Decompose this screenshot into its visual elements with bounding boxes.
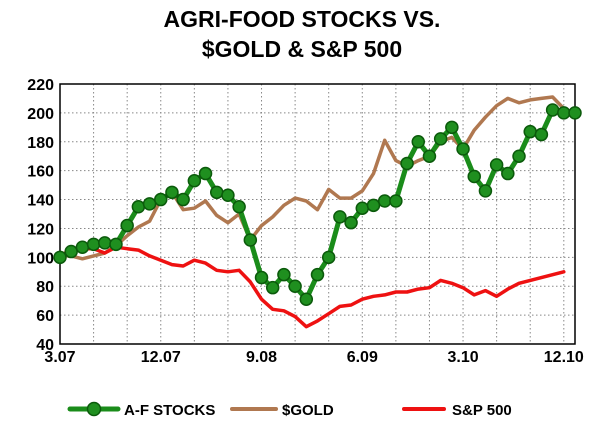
data-point [389, 194, 403, 208]
chart-title-line-2: $GOLD & S&P 500 [202, 36, 402, 62]
data-point [131, 200, 146, 214]
data-point [221, 188, 235, 202]
data-point [254, 270, 269, 285]
data-point [523, 124, 537, 139]
x-tick-label: 6.09 [347, 349, 378, 366]
x-tick-label: 12.10 [544, 349, 584, 366]
data-point [243, 233, 258, 247]
y-tick-label: 120 [27, 221, 54, 238]
plot-background [60, 84, 575, 344]
y-tick-label: 140 [27, 193, 54, 210]
data-point [265, 280, 280, 295]
chart-title-line-1: AGRI-FOOD STOCKS VS. [164, 6, 441, 32]
data-point [445, 120, 459, 135]
data-point [232, 200, 246, 214]
data-point [142, 197, 157, 211]
data-point [176, 192, 190, 207]
data-point [120, 218, 134, 233]
x-tick-label: 9.08 [246, 349, 277, 366]
data-point [433, 132, 448, 146]
data-point [467, 169, 481, 184]
data-point [310, 267, 325, 282]
data-point [512, 149, 526, 163]
y-tick-label: 180 [27, 135, 54, 152]
y-tick-label: 80 [36, 279, 54, 296]
legend-label: S&P 500 [452, 402, 512, 419]
data-point [165, 185, 179, 200]
data-point [64, 244, 78, 259]
x-tick-label: 3.07 [44, 349, 75, 366]
series-line [58, 95, 566, 261]
y-tick-label: 100 [27, 250, 54, 267]
data-point [299, 292, 314, 306]
data-point [187, 174, 202, 188]
x-tick-label: 3.10 [447, 349, 478, 366]
data-point [355, 201, 370, 215]
data-point [456, 142, 470, 156]
data-point [154, 192, 168, 207]
data-point [109, 237, 123, 252]
data-point [534, 127, 549, 142]
data-point [75, 240, 90, 254]
data-point [53, 250, 67, 265]
data-point [411, 135, 426, 149]
data-point [545, 103, 560, 117]
y-tick-label: 60 [36, 308, 54, 325]
data-point [557, 106, 571, 120]
y-tick-label: 220 [27, 77, 54, 94]
series-line [58, 245, 566, 329]
data-point [288, 279, 302, 293]
legend-marker [86, 401, 102, 417]
data-point [198, 166, 213, 181]
legend: A-F STOCKS $GOLD S&P 500 [67, 401, 512, 419]
data-point [321, 250, 336, 265]
legend-label: A-F STOCKS [124, 402, 215, 419]
data-point [478, 184, 493, 198]
plot-frame [59, 83, 576, 345]
data-point [422, 149, 437, 163]
y-tick-label: 40 [36, 337, 54, 354]
plot-area: 40 60 80 100 120 140 160 180 200 220 3.07 12.07 9.08… [27, 77, 584, 366]
y-tick-label: 160 [27, 164, 54, 181]
data-point [98, 236, 112, 250]
data-point [333, 210, 347, 224]
data-point [377, 194, 392, 208]
x-tick-label: 12.07 [141, 349, 181, 366]
legend-label: $GOLD [282, 402, 334, 419]
data-point [209, 185, 224, 200]
data-point [568, 106, 582, 120]
data-point [277, 267, 291, 282]
data-point [489, 158, 504, 172]
data-point [501, 166, 515, 181]
data-point [400, 156, 414, 171]
data-point [344, 215, 358, 230]
y-tick-label: 200 [27, 106, 54, 123]
data-point [366, 198, 381, 213]
data-point [86, 237, 101, 252]
